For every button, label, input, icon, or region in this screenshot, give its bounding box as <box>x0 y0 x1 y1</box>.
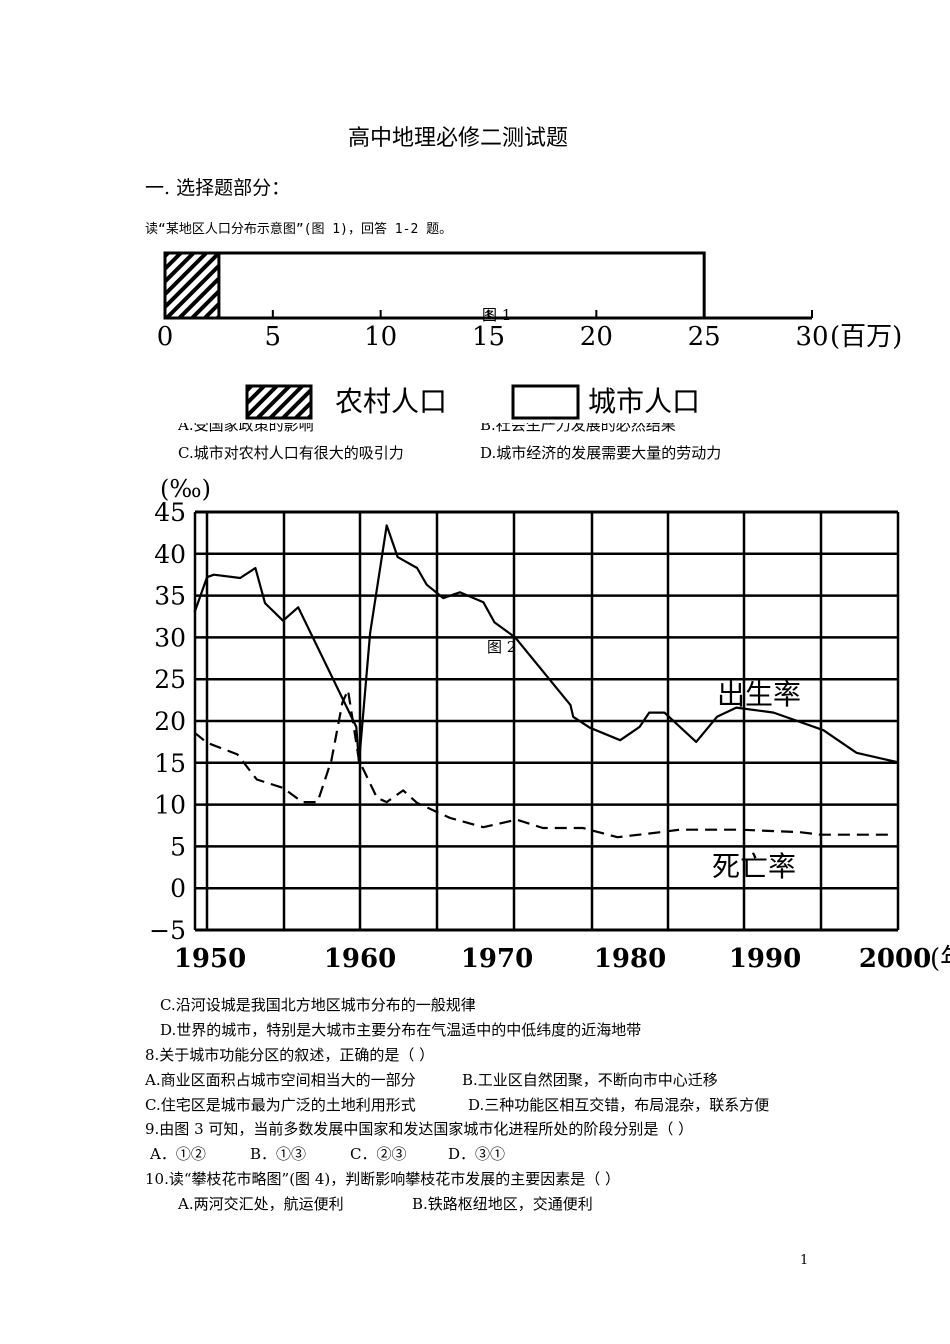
birth-rate-label: 出生率 <box>717 678 801 711</box>
rural-population-bar <box>163 251 221 320</box>
figure-1-population-bar: 0 5 10 15 20 25 30 (百万) 图 1 农村人口 城市人口 <box>157 251 902 420</box>
urban-population-bar <box>163 251 706 320</box>
question-7-option-d: D.世界的城市，特别是大城市主要分布在气温适中的中低纬度的近海地带 <box>160 1021 642 1039</box>
death-rate-label: 死亡率 <box>712 850 796 883</box>
figure-1-tick-label: 30 <box>795 322 828 352</box>
section-heading: 一. 选择题部分： <box>145 177 291 199</box>
y-tick-label: −5 <box>149 916 186 945</box>
question-9-option-c: C．②③ <box>350 1145 407 1163</box>
question-8-option-c: C.住宅区是城市最为广泛的土地利用形式 <box>145 1096 416 1114</box>
question-8-option-b: B.工业区自然团聚，不断向市中心迁移 <box>462 1071 718 1089</box>
figure-1-tick-label: 10 <box>364 322 397 352</box>
option-a-clipped: A.受国家政策的影响 <box>178 423 314 433</box>
figure-1-tick-label: 15 <box>472 322 505 352</box>
y-tick-label: 10 <box>154 791 186 820</box>
option-b-clipped: B.社会生产力发展的必然结果 <box>480 423 676 433</box>
x-tick-label: 1990 <box>729 944 801 974</box>
figure-1-tick-label: 25 <box>688 322 721 352</box>
option-d: D.城市经济的发展需要大量的劳动力 <box>480 444 722 462</box>
y-tick-label: 40 <box>154 540 186 569</box>
figure-1-tick-label: 0 <box>157 322 174 352</box>
question-8: 8.关于城市功能分区的叙述，正确的是（ ） <box>145 1046 435 1064</box>
question-8-option-d: D.三种功能区相互交错，布局混杂，联系方便 <box>468 1096 770 1114</box>
legend-urban-label: 城市人口 <box>588 385 700 418</box>
question-10-option-a: A.两河交汇处，航运便利 <box>178 1195 344 1213</box>
y-tick-label: 45 <box>154 498 186 527</box>
legend-urban-swatch <box>511 384 580 420</box>
question-intro: 读“某地区人口分布示意图”(图 1)，回答 1-2 题。 <box>145 222 453 237</box>
legend-rural-label: 农村人口 <box>335 385 447 418</box>
question-10: 10.读“攀枝花市略图”(图 4)，判断影响攀枝花市发展的主要因素是（ ） <box>145 1170 620 1188</box>
legend-rural-swatch <box>245 384 313 420</box>
figure-2-caption: 图 2 <box>487 638 516 656</box>
y-tick-label: 20 <box>154 707 186 736</box>
x-tick-label: 1950 <box>174 944 246 974</box>
y-tick-label: 0 <box>170 874 186 903</box>
death-rate-line <box>193 689 893 839</box>
x-axis-unit-label: (年 <box>930 944 950 974</box>
y-axis-unit-label: (‰) <box>160 475 211 503</box>
question-9-option-a: A．①② <box>150 1145 206 1163</box>
question-8-option-a: A.商业区面积占城市空间相当大的一部分 <box>145 1071 416 1089</box>
x-tick-label: 1960 <box>324 944 396 974</box>
figure-1-caption: 图 1 <box>482 306 511 324</box>
x-tick-label: 1970 <box>461 944 533 974</box>
y-tick-label: 5 <box>170 832 186 861</box>
question-9-option-b: B．①③ <box>250 1145 307 1163</box>
page-number: 1 <box>800 1253 809 1268</box>
y-tick-label: 25 <box>154 665 186 694</box>
option-c: C.城市对农村人口有很大的吸引力 <box>178 444 404 462</box>
question-9-option-d: D．③① <box>448 1145 506 1163</box>
y-tick-label: 35 <box>154 582 186 611</box>
page-title: 高中地理必修二测试题 <box>348 126 569 151</box>
question-10-option-b: B.铁路枢纽地区，交通便利 <box>412 1195 593 1213</box>
birth-rate-line <box>193 524 897 764</box>
x-tick-label: 1980 <box>594 944 666 974</box>
figure-1-tick-label: 5 <box>265 322 282 352</box>
y-tick-label: 15 <box>154 749 186 778</box>
question-9: 9.由图 3 可知，当前多数发展中国家和发达国家城市化进程所处的阶段分别是（ ） <box>145 1120 694 1138</box>
figure-1-unit-label: (百万) <box>830 322 902 352</box>
question-7-option-c: C.沿河设城是我国北方地区城市分布的一般规律 <box>160 996 476 1014</box>
figure-1-tick-label: 20 <box>580 322 613 352</box>
y-tick-label: 30 <box>154 623 186 652</box>
x-tick-label: 2000 <box>859 944 931 974</box>
